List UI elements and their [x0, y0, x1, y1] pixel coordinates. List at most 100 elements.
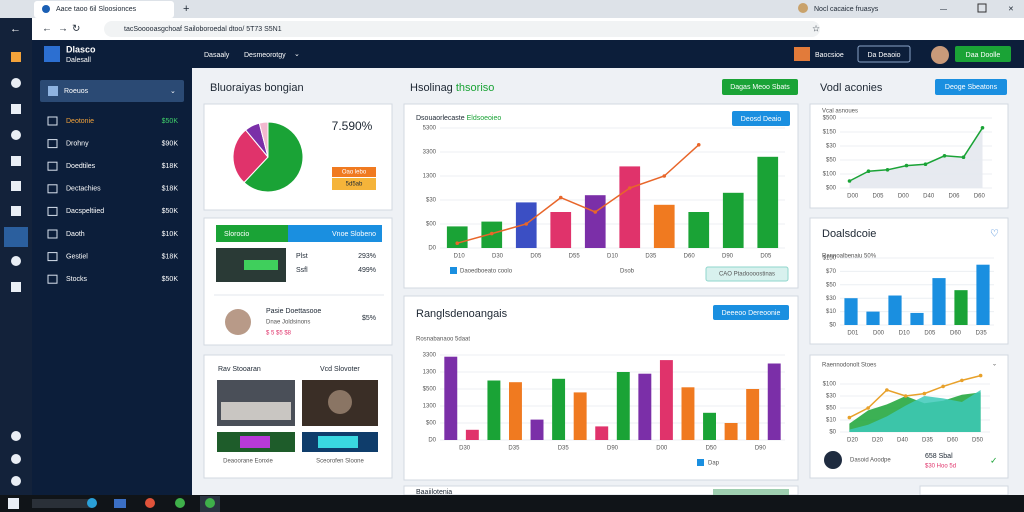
app[interactable] [175, 498, 185, 508]
x-tick-label: D00 [847, 194, 859, 200]
item-label[interactable]: Daoth [66, 231, 85, 238]
gallery-label: Vcd Slovoter [320, 366, 360, 373]
icon[interactable] [11, 431, 21, 441]
app[interactable] [87, 498, 97, 508]
area [849, 127, 983, 188]
nav-link[interactable]: Dasaaly [204, 52, 230, 59]
x-tick-label: D30 [459, 446, 471, 452]
bar [509, 382, 522, 440]
item-label[interactable]: Dectachies [66, 186, 101, 193]
icon[interactable] [11, 206, 21, 216]
app-icon[interactable] [794, 47, 810, 61]
badge-label: Oao lebo [342, 170, 367, 176]
row-text: Ssfl [296, 267, 308, 274]
legend-label: Dsob [620, 269, 635, 275]
bar [444, 356, 458, 440]
icon[interactable] [11, 181, 21, 191]
item-label[interactable]: Stocks [66, 276, 88, 283]
button[interactable] [713, 489, 789, 495]
icon[interactable] [11, 52, 21, 62]
icon[interactable] [11, 78, 21, 88]
item-label[interactable]: Drohny [66, 140, 89, 147]
bar [550, 212, 572, 248]
bar [866, 311, 880, 325]
point [489, 231, 494, 236]
app[interactable] [205, 498, 215, 508]
icon[interactable] [11, 156, 21, 166]
avatar[interactable] [931, 46, 949, 64]
app[interactable] [114, 499, 126, 508]
close[interactable]: ✕ [1008, 6, 1014, 13]
app[interactable] [145, 498, 155, 508]
bar [573, 392, 587, 440]
header-button[interactable] [857, 45, 911, 63]
tab-label: Vnoe Slobeno [332, 231, 376, 238]
x-tick-label: D40 [923, 194, 935, 200]
forward[interactable]: → [58, 24, 68, 35]
favorite[interactable]: ♡ [990, 229, 999, 240]
maximize[interactable] [977, 3, 987, 13]
item-value: $90K [162, 140, 179, 147]
icon[interactable] [11, 454, 21, 464]
y-tick-label: 1300 [423, 174, 437, 180]
x-tick-label: D00 [898, 194, 910, 200]
search[interactable] [32, 499, 92, 508]
y-tick-label: $00 [426, 421, 437, 427]
start[interactable] [8, 498, 19, 509]
item-icon [47, 139, 58, 149]
x-tick-label: D05 [760, 254, 772, 260]
url-box[interactable] [104, 21, 820, 37]
reload[interactable]: ↻ [72, 24, 80, 35]
item-label[interactable]: Gestiel [66, 253, 88, 260]
bookmark[interactable]: ☆ [812, 23, 820, 33]
header-button[interactable] [955, 46, 1011, 62]
bar [688, 212, 710, 248]
row-text: $30 Hoo 5d [925, 464, 956, 470]
button[interactable] [935, 79, 1007, 95]
avatar [225, 309, 251, 335]
back-icon[interactable]: ← [10, 23, 21, 35]
icon[interactable] [11, 282, 21, 292]
item-value: $50K [162, 118, 179, 125]
minimize[interactable]: — [940, 6, 947, 13]
button[interactable] [732, 111, 790, 126]
tab[interactable] [288, 225, 382, 242]
button-label: Deosd Deaio [741, 116, 782, 123]
icon-active[interactable] [4, 227, 28, 247]
chevron[interactable]: ⌄ [992, 362, 997, 368]
x-tick-label: D90 [607, 446, 619, 452]
tab[interactable] [34, 1, 174, 18]
new-tab[interactable]: + [183, 3, 189, 15]
y-tick-label: $30 [826, 144, 837, 150]
icon[interactable] [11, 130, 21, 140]
x-tick-label: D10 [899, 331, 911, 337]
nav-link[interactable]: Desmeorotgy [244, 52, 286, 59]
y-tick-label: $100 [823, 172, 837, 178]
icon[interactable] [11, 476, 21, 486]
badge[interactable] [705, 266, 789, 282]
pie-slice [258, 121, 269, 158]
row-value: 658 Sbal [925, 453, 953, 460]
image-detail [240, 436, 270, 448]
back[interactable]: ← [42, 24, 52, 35]
item-label[interactable]: Deotonie [66, 118, 94, 125]
user-name: Baocsioe [815, 52, 844, 59]
chart-subtitle: Rosnabanaoo 5daat [416, 337, 470, 343]
bar [619, 166, 641, 248]
tab[interactable] [216, 225, 288, 242]
item-label[interactable]: Doedtiles [66, 163, 96, 170]
item-label[interactable]: Dacspeltiied [66, 208, 104, 215]
icon[interactable] [11, 256, 21, 266]
panel [403, 295, 799, 481]
image-detail [318, 436, 358, 448]
point [961, 155, 966, 159]
button[interactable] [713, 305, 789, 320]
tab-label: Slorocio [224, 231, 249, 238]
point [960, 378, 964, 383]
section-title: Vodl aconies [820, 82, 883, 94]
selector[interactable] [40, 80, 184, 102]
taskbar-icons [8, 496, 220, 512]
button[interactable] [722, 79, 798, 95]
icon[interactable] [11, 104, 21, 114]
title-accent: thsoriso [456, 82, 495, 94]
